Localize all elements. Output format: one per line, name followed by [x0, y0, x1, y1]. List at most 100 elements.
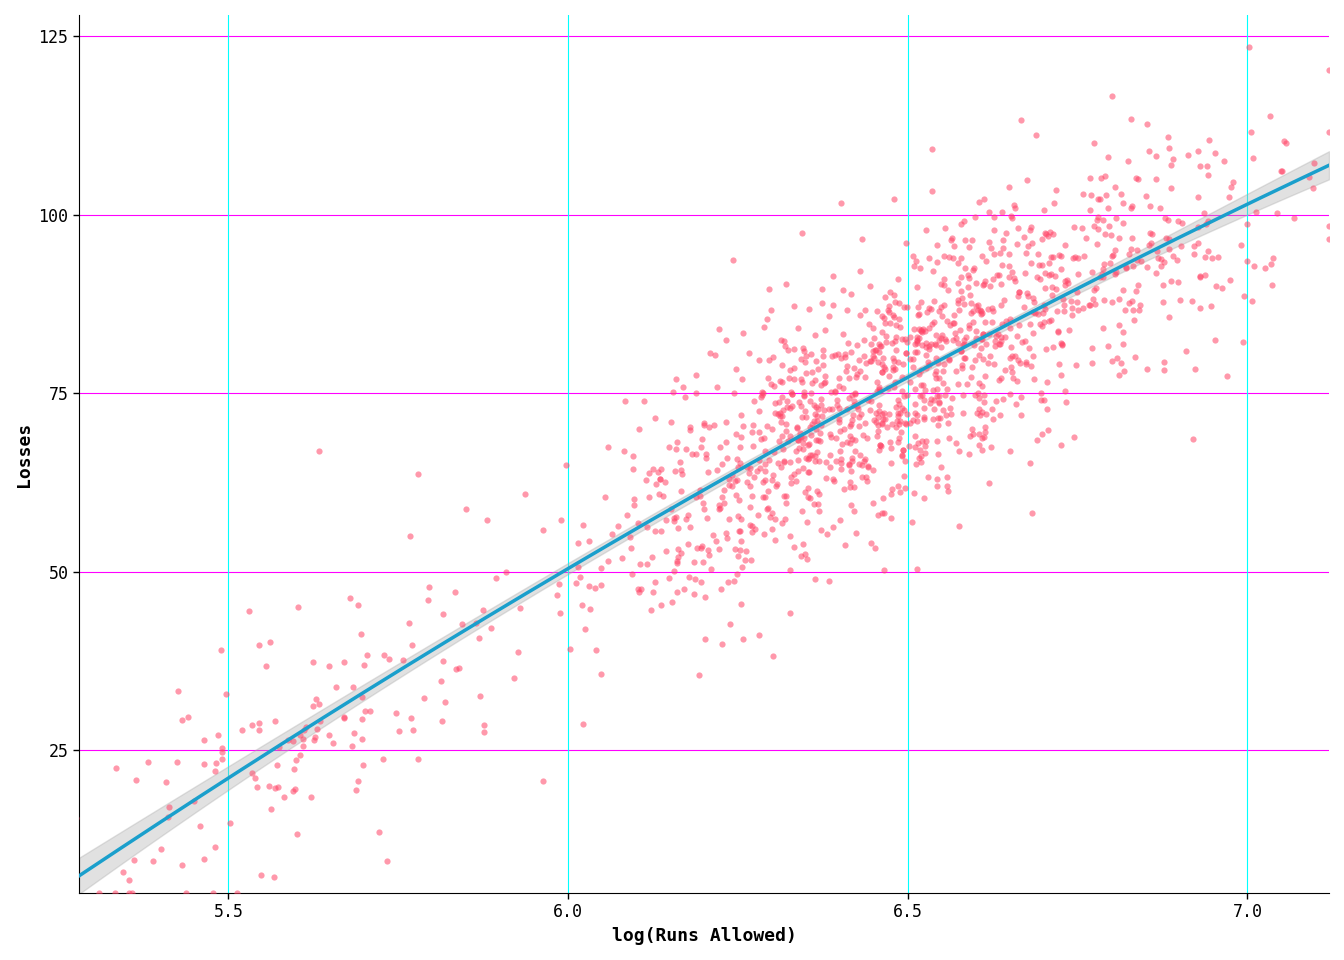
Point [1040, 288, 1062, 303]
Point [818, 401, 840, 417]
Point [871, 416, 892, 431]
Point [903, 360, 925, 375]
Point [728, 523, 750, 539]
Point [1232, 335, 1254, 350]
Point [1171, 238, 1192, 253]
Point [910, 295, 931, 310]
Point [825, 453, 847, 468]
Point [1019, 456, 1040, 471]
Point [802, 496, 824, 512]
Point [1113, 336, 1134, 351]
Point [937, 415, 958, 430]
Point [892, 443, 914, 458]
Point [649, 471, 671, 487]
Point [1086, 236, 1107, 252]
Point [1040, 250, 1062, 265]
Point [931, 308, 953, 324]
Point [825, 384, 847, 399]
Point [737, 460, 758, 475]
Point [265, 780, 286, 796]
Point [1200, 298, 1222, 313]
Point [948, 335, 969, 350]
Point [250, 868, 271, 883]
Point [762, 348, 784, 364]
Point [806, 432, 828, 447]
Point [675, 390, 696, 405]
Point [1086, 212, 1107, 228]
Point [942, 332, 964, 348]
Point [882, 482, 903, 497]
Point [726, 361, 747, 376]
Point [1207, 250, 1228, 265]
Point [1118, 246, 1140, 261]
Point [1031, 318, 1052, 333]
Point [1125, 283, 1146, 299]
Point [958, 288, 980, 303]
Point [763, 444, 785, 460]
Point [953, 405, 974, 420]
Point [1087, 191, 1109, 206]
Point [870, 383, 891, 398]
Point [1090, 171, 1111, 186]
Point [988, 268, 1009, 283]
Point [801, 428, 823, 444]
Point [923, 401, 945, 417]
Point [992, 241, 1013, 256]
Point [796, 366, 817, 381]
Point [950, 269, 972, 284]
Point [870, 338, 891, 353]
Point [888, 405, 910, 420]
Point [48, 763, 70, 779]
Point [1242, 294, 1263, 309]
Point [848, 457, 870, 472]
Point [808, 402, 829, 418]
Point [812, 281, 833, 297]
Point [1042, 250, 1063, 265]
Point [992, 391, 1013, 406]
Point [872, 490, 894, 505]
Point [831, 461, 852, 476]
Point [891, 448, 913, 464]
Point [879, 434, 900, 449]
Point [142, 852, 164, 868]
Point [1021, 291, 1043, 306]
Point [883, 308, 905, 324]
Point [793, 388, 814, 403]
Point [948, 255, 969, 271]
Point [801, 375, 823, 391]
Point [1046, 182, 1067, 198]
Point [968, 302, 989, 318]
Point [886, 419, 907, 434]
Point [934, 331, 956, 347]
Point [749, 628, 770, 643]
Point [749, 424, 770, 440]
Point [1067, 302, 1089, 318]
Point [913, 393, 934, 408]
Point [1091, 212, 1113, 228]
Point [888, 413, 910, 428]
Point [761, 505, 782, 520]
Point [758, 453, 780, 468]
Point [710, 500, 731, 516]
Point [895, 345, 917, 360]
Point [1031, 426, 1052, 442]
Point [663, 384, 684, 399]
Point [751, 384, 773, 399]
Point [1000, 386, 1021, 401]
Point [753, 526, 774, 541]
Point [473, 725, 495, 740]
Point [848, 352, 870, 368]
Point [704, 348, 726, 363]
Point [722, 478, 743, 493]
Point [910, 377, 931, 393]
Point [968, 437, 989, 452]
Point [1181, 294, 1203, 309]
Point [708, 440, 730, 455]
Point [1007, 328, 1028, 344]
Point [896, 299, 918, 314]
Point [1019, 341, 1040, 356]
Point [598, 554, 620, 569]
Point [758, 370, 780, 385]
Point [941, 230, 962, 246]
Point [727, 509, 749, 524]
